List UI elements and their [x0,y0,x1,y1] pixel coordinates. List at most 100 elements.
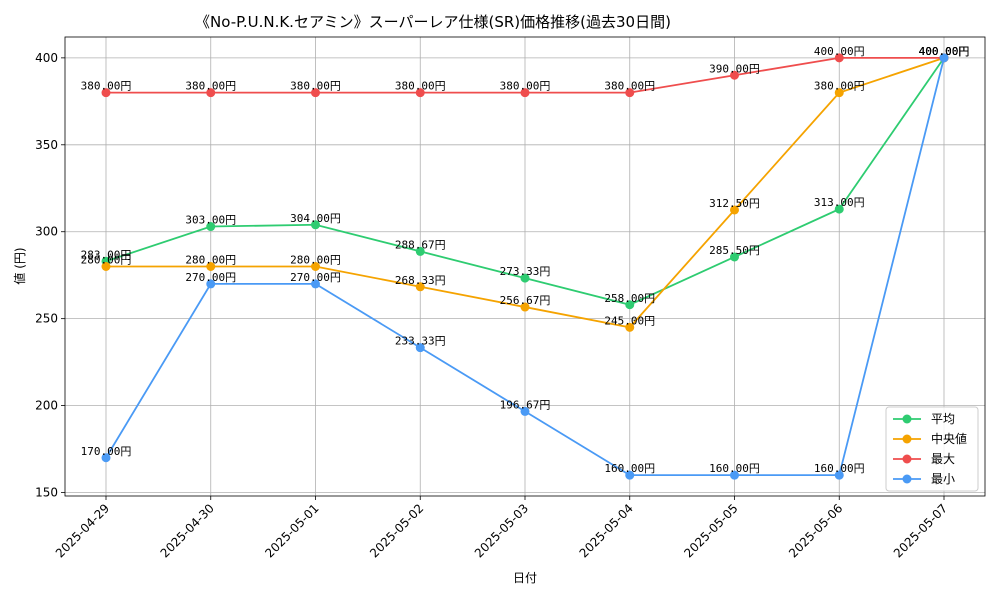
y-tick-label: 200 [35,399,58,413]
data-label: 233.33円 [395,335,446,348]
x-tick-label: 2025-05-07 [891,501,950,560]
data-label: 160.00円 [814,462,865,475]
data-label: 380.00円 [814,80,865,93]
x-tick-label: 2025-05-03 [472,501,531,560]
data-point [625,88,635,98]
x-tick-label: 2025-05-02 [367,501,426,560]
x-tick-label: 2025-04-29 [53,501,112,560]
x-tick-label: 2025-05-05 [681,501,740,560]
y-tick-label: 400 [35,51,58,65]
data-label: 273.33円 [500,265,551,278]
y-tick-label: 300 [35,225,58,239]
data-label: 304.00円 [290,212,341,225]
data-label: 400.00円 [919,45,970,58]
data-label: 380.00円 [500,80,551,93]
data-point [415,282,425,292]
x-tick-label: 2025-05-01 [262,501,321,560]
data-point [834,53,844,63]
data-label: 303.00円 [185,214,236,227]
data-label: 380.00円 [81,80,132,93]
data-label: 400.00円 [919,45,970,58]
data-point [730,205,739,215]
data-point [206,88,216,98]
data-point [730,252,739,262]
x-axis-label: 日付 [513,571,537,585]
y-axis-ticks: 150 200 250 300 350 400 [35,51,65,500]
legend-item: 最小 [893,472,955,486]
x-tick-label: 2025-05-04 [577,501,636,560]
data-label: 400.00円 [919,45,970,58]
data-point [834,88,844,98]
data-point [520,273,530,283]
x-tick-label: 2025-05-06 [786,501,845,560]
data-label: 313.00円 [814,196,865,209]
legend-label: 最大 [931,452,955,466]
data-point [834,470,844,480]
data-point [730,70,739,80]
data-label: 270.00円 [185,271,236,284]
data-label: 280.00円 [290,254,341,267]
data-point [520,302,530,312]
data-point [834,204,844,214]
data-label: 380.00円 [290,80,341,93]
chart-title: 《No-P.U.N.K.セアミン》スーパーレア仕様(SR)価格推移(過去30日間… [195,13,671,31]
x-axis-ticks: 2025-04-29 2025-04-30 2025-05-01 2025-05-02… [53,496,950,560]
y-tick-label: 250 [35,312,58,326]
data-point [101,453,111,463]
data-label: 400.00円 [919,45,970,58]
data-label: 270.00円 [290,271,341,284]
data-point [206,262,216,271]
data-label: 380.00円 [185,80,236,93]
y-axis-label: 値 (円) [12,247,27,284]
data-labels: 283.00円 303.00円 304.00円 288.67円 273.33円 258.0… [81,45,970,475]
data-point [415,88,425,98]
legend-label: 平均 [931,412,955,426]
legend-item: 平均 [893,412,955,426]
data-label: 285.50円 [709,244,760,257]
legend-item: 最大 [893,452,955,466]
data-point [730,470,739,480]
data-label: 283.00円 [81,248,132,261]
data-label: 245.00円 [604,314,655,327]
data-label: 160.00円 [709,462,760,475]
legend-marker [902,474,912,484]
data-label: 380.00円 [604,80,655,93]
data-label: 380.00円 [395,80,446,93]
data-label: 280.00円 [185,254,236,267]
legend-marker [902,414,912,424]
data-label: 196.67円 [500,398,551,411]
legend-item: 中央値 [893,431,967,446]
data-label: 160.00円 [604,462,655,475]
data-point [625,322,635,332]
data-point [206,279,216,289]
data-point [206,222,216,232]
data-point [311,279,320,289]
data-label: 170.00円 [81,445,132,458]
data-point [311,262,320,271]
legend-label: 中央値 [931,431,967,446]
data-point [520,88,530,98]
y-tick-label: 350 [35,138,58,152]
data-point [625,470,635,480]
series-layer [101,53,949,480]
data-point [101,88,111,98]
data-point [415,343,425,353]
data-point [311,88,320,98]
data-point [520,406,530,416]
legend-marker [902,454,912,464]
data-point [101,262,111,271]
legend-label: 最小 [931,472,955,486]
plot-frame [64,36,986,497]
x-tick-label: 2025-04-30 [158,501,217,560]
data-point [415,246,425,256]
data-label: 312.50円 [709,197,760,210]
series-3 [101,53,949,480]
data-label: 390.00円 [709,62,760,75]
data-label: 268.33円 [395,274,446,287]
data-label: 256.67円 [500,294,551,307]
data-label: 258.00円 [604,292,655,305]
data-point [939,53,949,63]
data-label: 280.00円 [81,254,132,267]
